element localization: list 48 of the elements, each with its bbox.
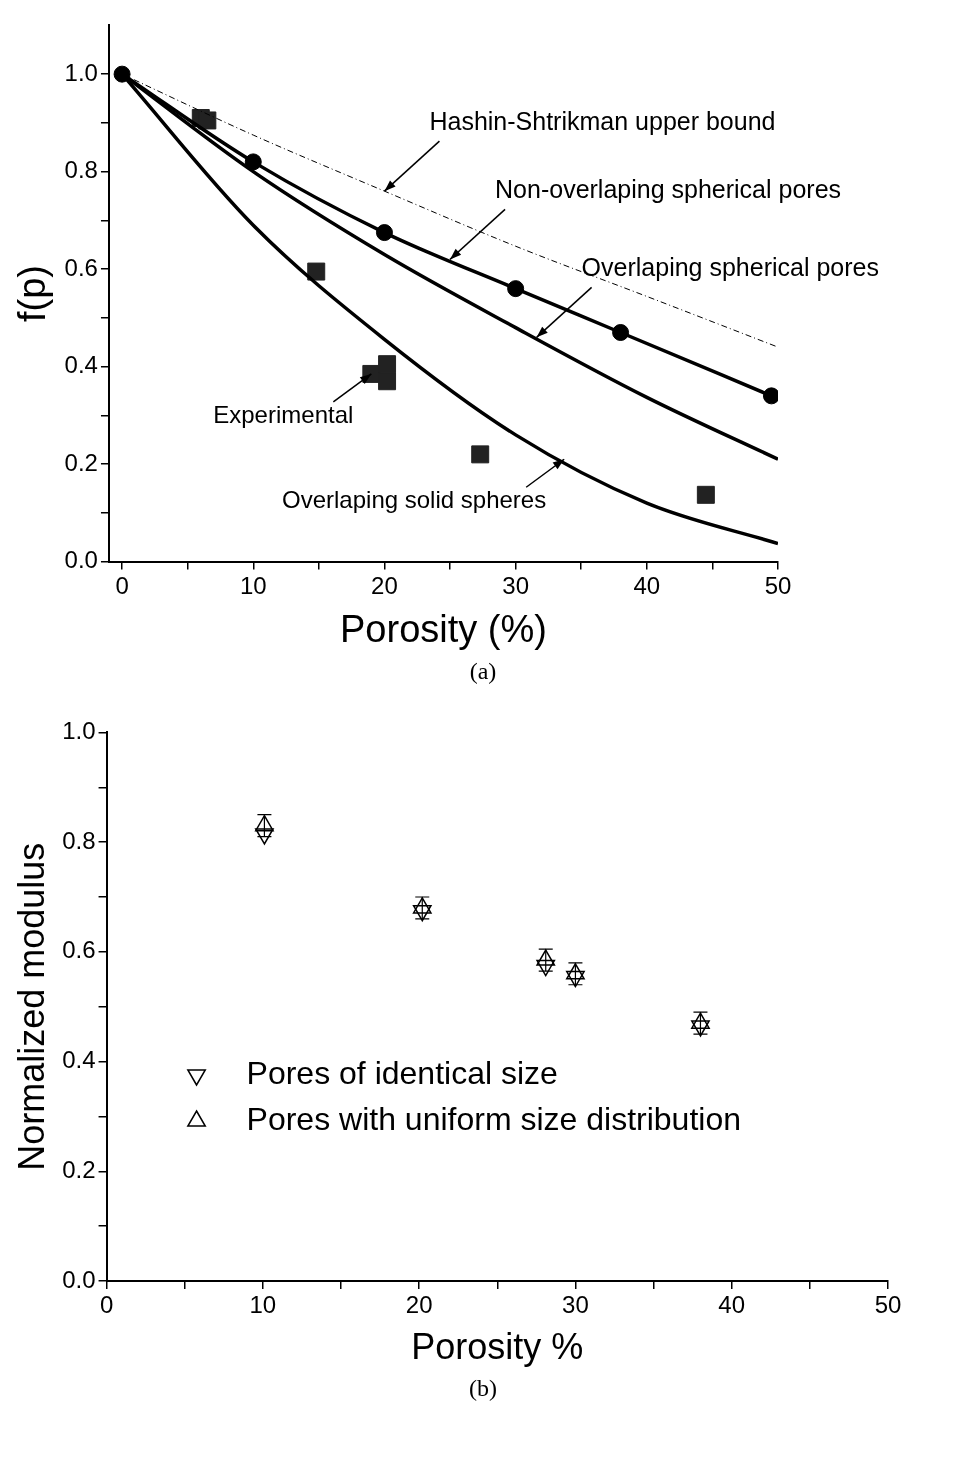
point <box>244 153 262 171</box>
y-axis-title: Normalized modulus <box>10 842 52 1171</box>
annotation: Experimental <box>213 400 354 428</box>
point <box>612 324 630 341</box>
x-tick-label: 10 <box>239 571 267 599</box>
y-tick-label: 1.0 <box>64 58 98 86</box>
x-tick-label: 20 <box>405 1291 433 1319</box>
text: (b) <box>468 1375 498 1402</box>
x-axis-title: Porosity % <box>411 1326 584 1368</box>
point <box>198 111 217 130</box>
y-tick-label: 0.6 <box>64 253 98 281</box>
annotation: Overlaping spherical pores <box>581 252 880 281</box>
point <box>696 485 715 504</box>
x-tick-label: 30 <box>502 571 529 599</box>
point <box>378 372 397 391</box>
point <box>762 387 778 405</box>
point <box>471 445 490 464</box>
x-tick-label: 0 <box>99 1291 114 1319</box>
y-tick-label: 0.2 <box>64 448 98 476</box>
y-tick-label: 0.6 <box>62 936 96 964</box>
y-tick-label: 0.8 <box>64 156 98 184</box>
x-tick-label: 20 <box>371 571 398 599</box>
y-axis-title: f(p) <box>11 265 54 322</box>
text: (a) <box>468 658 498 685</box>
y-tick-label: 0.8 <box>62 826 96 854</box>
x-tick-label: 40 <box>718 1291 746 1319</box>
y-tick-label: 0.0 <box>62 1265 96 1293</box>
legend-label: Pores of identical size <box>246 1054 558 1091</box>
y-tick-label: 0.4 <box>64 351 98 379</box>
x-tick-label: 0 <box>115 571 129 599</box>
x-tick-label: 10 <box>249 1291 277 1319</box>
x-tick-label: 30 <box>562 1291 589 1319</box>
x-tick-label: 40 <box>633 571 661 599</box>
x-axis-title: Porosity (%) <box>340 607 547 650</box>
annotation: Hashin-Shtrikman upper bound <box>429 106 776 135</box>
y-tick-label: 0.2 <box>62 1155 96 1183</box>
x-tick-label: 50 <box>764 571 792 599</box>
point <box>375 224 393 242</box>
point <box>307 262 326 281</box>
annotation: Overlaping solid spheres <box>282 485 547 513</box>
x-tick-label: 50 <box>874 1291 902 1319</box>
y-tick-label: 0.4 <box>62 1046 96 1074</box>
legend-label: Pores with uniform size distribution <box>246 1100 741 1137</box>
point <box>378 355 397 374</box>
y-tick-label: 1.0 <box>62 717 96 745</box>
y-tick-label: 0.0 <box>64 546 98 574</box>
point <box>507 280 525 298</box>
annotation: Non-overlaping spherical pores <box>495 174 842 203</box>
